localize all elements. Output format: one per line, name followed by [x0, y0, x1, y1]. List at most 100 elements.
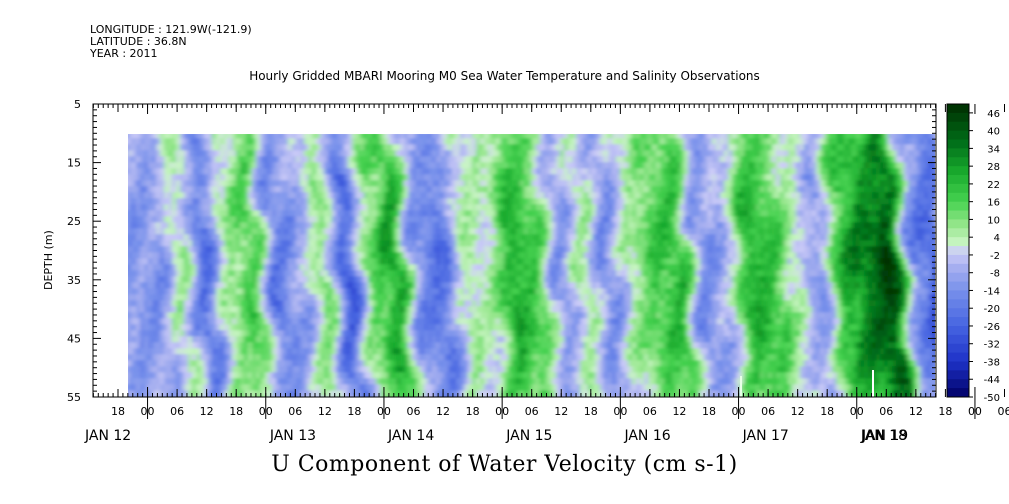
colorbar-segment	[947, 379, 969, 389]
colorbar-tick-label: -26	[984, 322, 1000, 333]
x-day-label: JAN 18	[860, 428, 907, 444]
colorbar-segment	[947, 157, 969, 167]
colorbar-segment	[947, 175, 969, 185]
latitude-label: LATITUDE : 36.8N	[90, 35, 187, 48]
colorbar-segment	[947, 254, 969, 265]
colorbar-segment	[947, 219, 969, 229]
colorbar-segment	[947, 308, 969, 318]
colorbar-segment	[947, 246, 969, 256]
colorbar-tick-label: -50	[984, 393, 1000, 404]
x-day-label: JAN 12	[84, 428, 131, 444]
colorbar-segment	[947, 104, 969, 114]
colorbar-segment	[947, 121, 969, 132]
colorbar-segment	[947, 166, 969, 176]
colorbar-segment	[947, 343, 969, 354]
x-hour-label: 18	[938, 405, 952, 418]
x-hour-label: 06	[288, 405, 302, 418]
x-hour-label: 18	[702, 405, 716, 418]
x-hour-label: 00	[141, 405, 155, 418]
colorbar-segment	[947, 325, 969, 336]
x-hour-label: 00	[850, 405, 864, 418]
x-hour-label: 18	[584, 405, 598, 418]
colorbar: 46 40 34 28 22 16 10 4 -2 -8 -14 -20 -26 -32 -38 -44 -50	[946, 103, 1000, 404]
colorbar-segment	[947, 361, 969, 371]
colorbar-tick-label: 34	[987, 144, 1000, 155]
longitude-label: LONGITUDE : 121.9W(-121.9)	[90, 23, 252, 36]
x-axis: 18 00 06 12 18 00 06 12 18 00 06 12 18 00 06 12 18 00 06 12…	[84, 104, 1009, 444]
colorbar-tick-label: -14	[984, 286, 1000, 297]
x-day-label: JAN 17	[742, 428, 789, 444]
x-hour-label: 18	[466, 405, 480, 418]
colorbar-tick-label: 16	[987, 198, 1000, 209]
x-hour-label: 06	[170, 405, 184, 418]
colorbar-segment	[947, 210, 969, 220]
x-day-label: JAN 15	[505, 428, 552, 444]
colorbar-frame	[946, 103, 970, 398]
x-hour-label: 12	[791, 405, 805, 418]
colorbar-segment	[947, 281, 969, 291]
x-hour-label: 12	[436, 405, 450, 418]
x-hour-label: 00	[259, 405, 273, 418]
year-label: YEAR : 2011	[90, 47, 158, 60]
x-hour-label: 00	[968, 405, 982, 418]
x-day-label: JAN 13	[269, 428, 316, 444]
x-day-label: JAN 16	[623, 428, 670, 444]
x-day-label: JAN 14	[387, 428, 434, 444]
colorbar-tick-label: 10	[987, 215, 1000, 226]
chart-title: Hourly Gridded MBARI Mooring M0 Sea Wate…	[249, 69, 760, 83]
colorbar-segment	[947, 201, 969, 212]
x-hour-label: 12	[554, 405, 568, 418]
colorbar-tick-label: 40	[987, 127, 1000, 138]
colorbar-segment	[947, 352, 969, 362]
colorbar-segment	[947, 388, 969, 398]
colorbar-segment	[947, 192, 969, 203]
x-hour-label: 18	[820, 405, 834, 418]
x-hour-label: 18	[111, 405, 125, 418]
x-hour-label: 00	[613, 405, 627, 418]
colorbar-tick-label: 46	[987, 109, 1000, 120]
x-hour-label: 06	[998, 405, 1009, 418]
colorbar-tick-label: 4	[994, 233, 1000, 244]
colorbar-tick-label: -2	[990, 251, 1000, 262]
x-hour-label: 06	[879, 405, 893, 418]
x-hour-label: 00	[495, 405, 509, 418]
colorbar-segment	[947, 112, 969, 123]
colorbar-tick-label: -8	[990, 269, 1000, 280]
y-tick-label: 55	[67, 391, 81, 404]
colorbar-tick-label: -44	[984, 375, 1000, 386]
colorbar-tick-label: -38	[984, 357, 1000, 368]
y-tick-label: 15	[67, 157, 81, 170]
colorbar-tick-label: 22	[987, 180, 1000, 191]
x-hour-label: 00	[377, 405, 391, 418]
colorbar-segment	[947, 228, 969, 238]
colorbar-segment	[947, 148, 969, 158]
colorbar-segment	[947, 183, 969, 194]
x-hour-label: 06	[407, 405, 421, 418]
colorbar-segment	[947, 299, 969, 309]
colorbar-tick-label: 28	[987, 162, 1000, 173]
x-axis-label: U Component of Water Velocity (cm s-1)	[271, 452, 738, 477]
x-hour-label: 12	[318, 405, 332, 418]
colorbar-segment	[947, 263, 969, 274]
colorbar-segment	[947, 290, 969, 300]
colorbar-segment	[947, 334, 969, 345]
colorbar-segment	[947, 139, 969, 149]
x-day-label: JAN 19	[861, 428, 908, 444]
colorbar-segment	[947, 130, 969, 141]
x-hour-label: 06	[525, 405, 539, 418]
colorbar-tick-label: -20	[984, 304, 1000, 315]
y-tick-label: 5	[74, 98, 81, 111]
y-axis: 5 15 25 35 45 55	[67, 98, 936, 404]
y-tick-label: 25	[67, 215, 81, 228]
x-hour-label: 06	[761, 405, 775, 418]
x-hour-label: 12	[672, 405, 686, 418]
x-hour-label: 06	[643, 405, 657, 418]
y-axis-label: DEPTH (m)	[42, 230, 55, 290]
x-hour-label: 12	[909, 405, 923, 418]
x-hour-label: 12	[200, 405, 214, 418]
x-hour-label: 18	[347, 405, 361, 418]
colorbar-segment	[947, 237, 969, 247]
x-hour-label: 00	[732, 405, 746, 418]
colorbar-tick-label: -32	[984, 340, 1000, 351]
